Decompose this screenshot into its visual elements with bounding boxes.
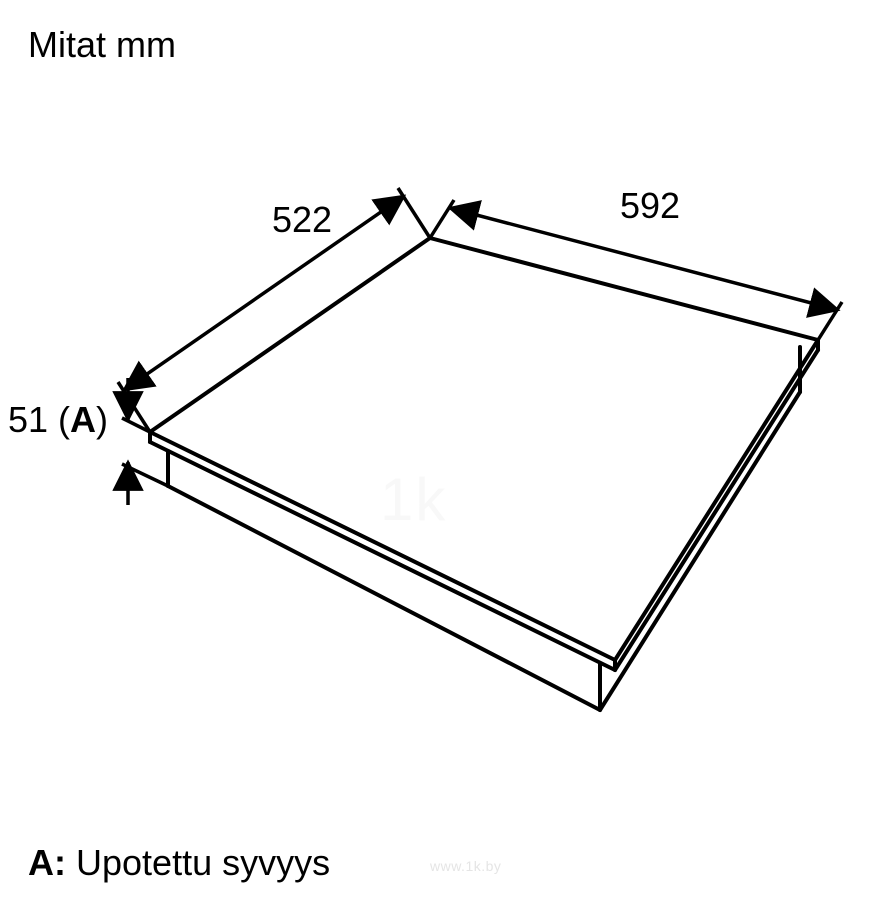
dim-height [122, 378, 168, 505]
plate-drawing [150, 238, 818, 710]
dim-depth-value: 522 [272, 199, 332, 240]
dim-height-value: 51 (A) [8, 399, 108, 440]
watermark: www.1k.by [430, 858, 501, 874]
legend-a-key: A: [28, 842, 66, 883]
legend-a-text: Upotettu syvyys [66, 842, 330, 883]
dimension-diagram: 522 592 51 (A) [0, 0, 880, 920]
dim-width-value: 592 [620, 185, 680, 226]
legend-a: A: Upotettu syvyys [28, 842, 330, 884]
